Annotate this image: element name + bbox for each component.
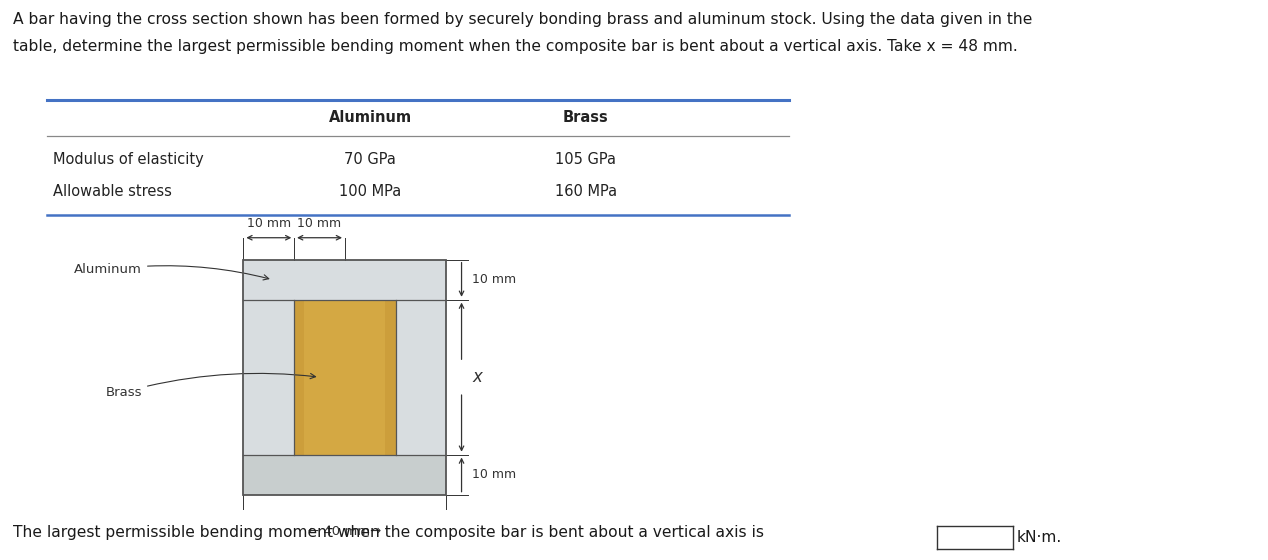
Text: $\it{x}$: $\it{x}$: [472, 368, 484, 386]
Text: 70 GPa: 70 GPa: [345, 152, 396, 167]
Text: Aluminum: Aluminum: [328, 110, 412, 125]
Bar: [243, 260, 446, 300]
Text: Modulus of elasticity: Modulus of elasticity: [53, 152, 204, 167]
Text: 10 mm: 10 mm: [247, 217, 290, 230]
Text: 100 MPa: 100 MPa: [339, 184, 402, 199]
Bar: [243, 260, 446, 494]
Text: 10 mm: 10 mm: [472, 468, 516, 481]
Text: 10 mm: 10 mm: [298, 217, 341, 230]
Bar: [294, 300, 304, 455]
Text: 10 mm: 10 mm: [472, 273, 516, 286]
Text: kN·m.: kN·m.: [1017, 530, 1063, 545]
Bar: [243, 300, 294, 455]
Bar: [396, 300, 446, 455]
Text: 160 MPa: 160 MPa: [555, 184, 616, 199]
Text: ← 40 mm→: ← 40 mm→: [308, 525, 382, 538]
Text: 105 GPa: 105 GPa: [555, 152, 616, 167]
Bar: [243, 300, 446, 455]
Text: Aluminum: Aluminum: [74, 263, 269, 280]
Bar: [385, 300, 396, 455]
Text: table, determine the largest permissible bending moment when the composite bar i: table, determine the largest permissible…: [13, 39, 1017, 54]
Bar: [243, 455, 446, 494]
Text: The largest permissible bending moment when the composite bar is bent about a ve: The largest permissible bending moment w…: [13, 525, 763, 540]
Text: Brass: Brass: [563, 110, 609, 125]
Text: A bar having the cross section shown has been formed by securely bonding brass a: A bar having the cross section shown has…: [13, 12, 1032, 27]
Text: Allowable stress: Allowable stress: [53, 184, 172, 199]
Text: Brass: Brass: [105, 374, 316, 399]
